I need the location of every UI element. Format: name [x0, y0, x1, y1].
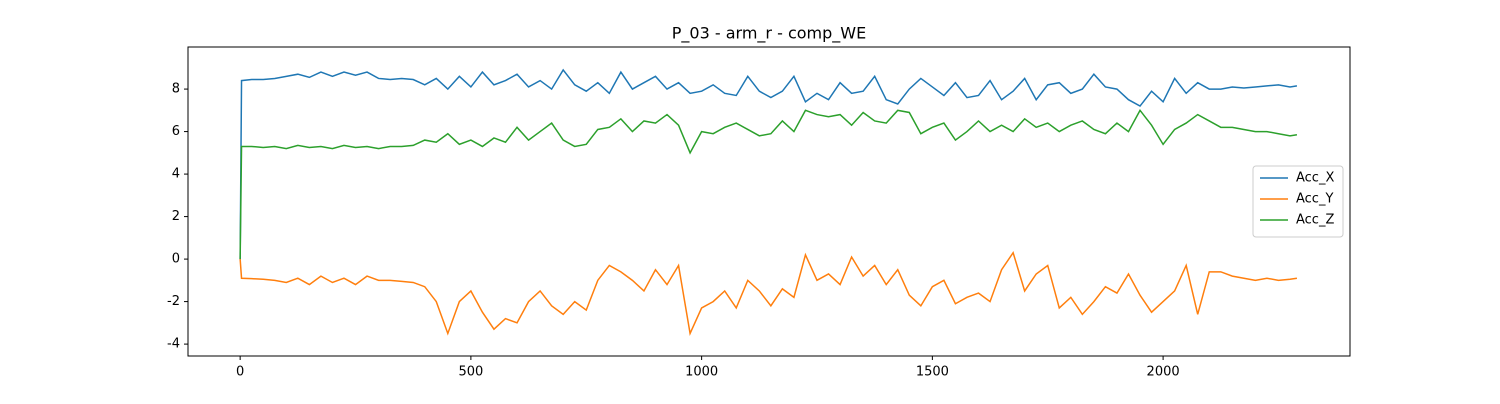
- x-tick-label: 2000: [1147, 365, 1180, 380]
- data-line: [239, 250, 1298, 337]
- data-line: [239, 108, 1298, 260]
- legend-label: Acc_Z: [1296, 213, 1334, 228]
- legend-label: Acc_X: [1296, 171, 1334, 186]
- y-tick-label: -4: [167, 337, 180, 352]
- data-line: [239, 68, 1298, 260]
- x-tick-label: 0: [236, 365, 244, 380]
- y-tick-label: 8: [172, 82, 180, 97]
- x-tick-label: 1000: [685, 365, 718, 380]
- y-tick-label: 0: [172, 252, 180, 267]
- y-tick-label: -2: [167, 294, 180, 309]
- chart-title: P_03 - arm_r - comp_WE: [672, 24, 866, 44]
- x-tick-label: 1500: [916, 365, 949, 380]
- x-tick-label: 500: [458, 365, 483, 380]
- y-tick-label: 2: [172, 209, 180, 224]
- y-tick-label: 6: [172, 124, 180, 139]
- y-tick-label: 4: [172, 167, 180, 182]
- plot-frame: [187, 46, 1351, 357]
- legend-label: Acc_Y: [1296, 192, 1333, 207]
